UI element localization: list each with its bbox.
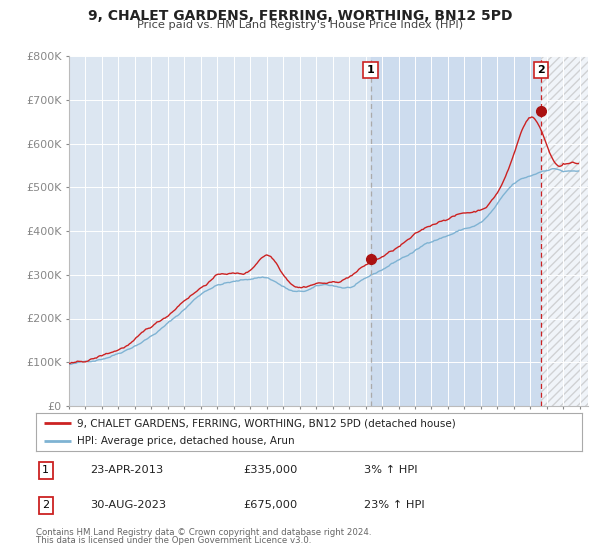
Bar xyxy=(371,56,541,406)
Text: £335,000: £335,000 xyxy=(244,465,298,475)
Bar xyxy=(541,56,588,406)
Text: 1: 1 xyxy=(43,465,49,475)
Text: 2: 2 xyxy=(538,65,545,75)
Text: HPI: Average price, detached house, Arun: HPI: Average price, detached house, Arun xyxy=(77,436,295,446)
Text: 23-APR-2013: 23-APR-2013 xyxy=(91,465,164,475)
Text: Contains HM Land Registry data © Crown copyright and database right 2024.: Contains HM Land Registry data © Crown c… xyxy=(36,528,371,536)
Text: 23% ↑ HPI: 23% ↑ HPI xyxy=(364,500,424,510)
Text: Price paid vs. HM Land Registry's House Price Index (HPI): Price paid vs. HM Land Registry's House … xyxy=(137,20,463,30)
Text: 2: 2 xyxy=(42,500,49,510)
Text: 3% ↑ HPI: 3% ↑ HPI xyxy=(364,465,417,475)
Text: 9, CHALET GARDENS, FERRING, WORTHING, BN12 5PD (detached house): 9, CHALET GARDENS, FERRING, WORTHING, BN… xyxy=(77,418,456,428)
Text: This data is licensed under the Open Government Licence v3.0.: This data is licensed under the Open Gov… xyxy=(36,536,311,545)
Text: 1: 1 xyxy=(367,65,374,75)
Text: £675,000: £675,000 xyxy=(244,500,298,510)
Text: 30-AUG-2023: 30-AUG-2023 xyxy=(91,500,167,510)
Text: 9, CHALET GARDENS, FERRING, WORTHING, BN12 5PD: 9, CHALET GARDENS, FERRING, WORTHING, BN… xyxy=(88,9,512,23)
